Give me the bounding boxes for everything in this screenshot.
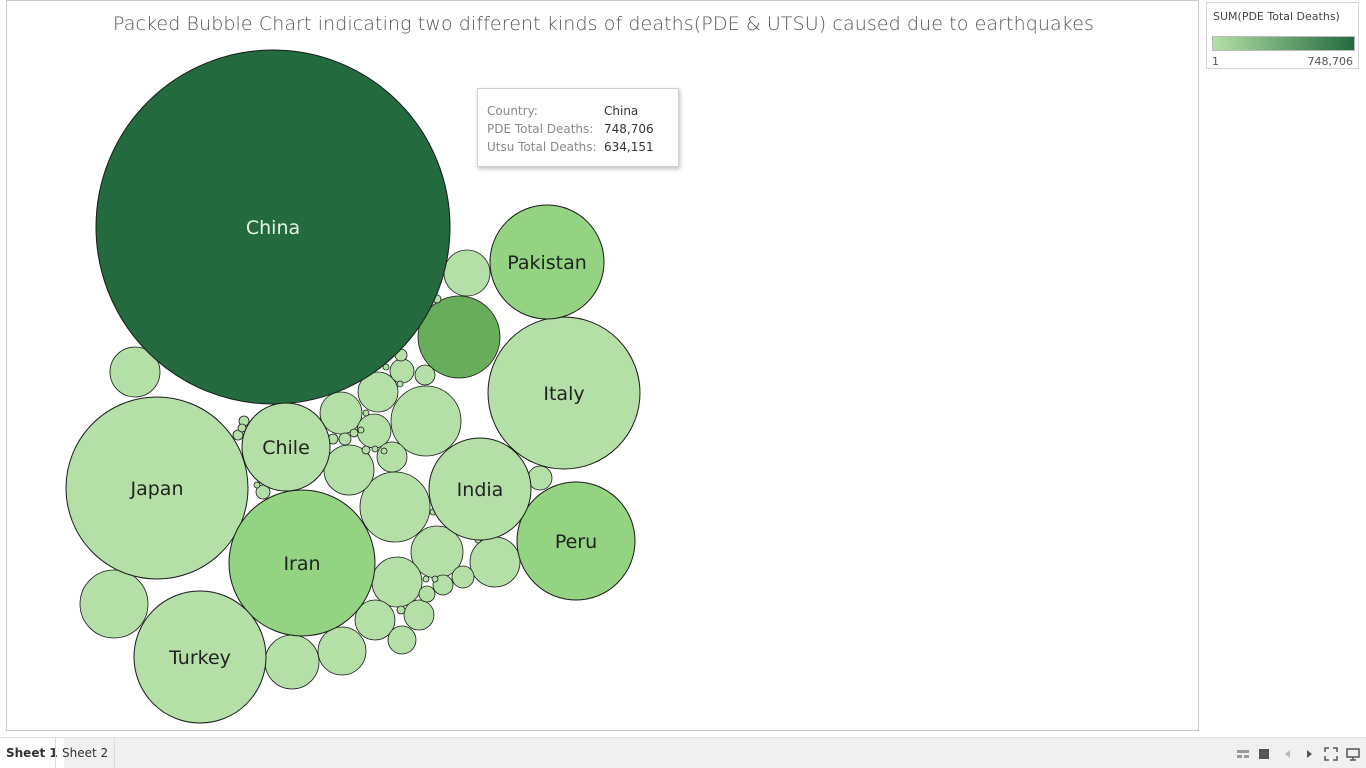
bubble-label-italy: Italy [543,383,584,405]
tooltip-value: 634,151 [604,140,654,154]
tooltip-label: Utsu Total Deaths: [487,140,597,154]
bubble[interactable] [79,569,149,639]
tooltip-label: PDE Total Deaths: [487,122,594,136]
bubble[interactable] [371,445,379,453]
legend-min-label: 1 [1212,55,1219,68]
bubble-india[interactable] [428,437,532,541]
sheet-tab-bar: Sheet 1 Sheet 2 [0,737,1366,768]
bubble[interactable] [396,605,406,615]
bubble-chart: China Japan Iran Turkey Italy Pakistan Peru Ind… [65,49,641,724]
bubble[interactable] [362,409,370,417]
color-legend[interactable]: SUM(PDE Total Deaths) 1 748,706 [1206,2,1359,69]
bubble[interactable] [418,585,436,603]
tooltip-value: 748,706 [604,122,654,136]
bubble-peru[interactable] [516,481,636,601]
bubble[interactable] [338,432,352,446]
bubble-label-iran: Iran [283,553,320,575]
tooltip: Country: China PDE Total Deaths: 748,706 U… [477,88,679,167]
bubble[interactable] [264,634,320,690]
bubble-iran[interactable] [228,489,376,637]
bubble[interactable] [349,428,359,438]
stop-icon[interactable] [1257,747,1271,761]
bubble[interactable] [319,391,363,435]
legend-title: SUM(PDE Total Deaths) [1213,10,1340,23]
tab-sheet-2[interactable]: Sheet 2 [55,738,116,768]
bubble[interactable] [417,295,501,379]
bubble[interactable] [382,363,390,371]
bubble[interactable] [371,556,423,608]
bubble-label-pakistan: Pakistan [507,252,587,274]
bubble-label-china: China [246,217,300,239]
tooltip-value: China [604,104,639,118]
legend-max-label: 748,706 [1307,55,1354,68]
bubble-label-turkey: Turkey [168,647,231,669]
bubble-pakistan[interactable] [489,204,605,320]
bubble-china[interactable] [95,49,451,405]
bubble[interactable] [354,599,396,641]
fullscreen-icon[interactable] [1324,747,1338,761]
bubble-chile[interactable] [241,402,331,492]
bubble[interactable] [357,371,399,413]
bubble[interactable] [389,358,415,384]
bubble[interactable] [431,575,439,583]
bubble-japan[interactable] [65,396,249,580]
bubble-label-peru: Peru [555,531,597,553]
bubble-label-japan: Japan [130,478,184,500]
bubble[interactable] [451,565,475,589]
bubble[interactable] [403,599,435,631]
bubble[interactable] [109,346,161,398]
bubble-label-chile: Chile [262,437,310,459]
chart-pane: Packed Bubble Chart indicating two diffe… [6,0,1199,731]
bubble[interactable] [527,465,553,491]
bubble-italy[interactable] [487,316,641,470]
bubble[interactable] [414,364,436,386]
layout-icon[interactable] [1236,747,1250,761]
bubble[interactable] [387,625,417,655]
tooltip-row: Country: China [487,102,669,120]
tab-sheet-1[interactable]: Sheet 1 [0,738,64,768]
bubble[interactable] [253,481,261,489]
present-icon[interactable] [1346,747,1360,761]
bubble[interactable] [443,249,491,297]
bubble[interactable] [361,445,371,455]
bubble[interactable] [357,426,365,434]
legend-color-ramp [1212,36,1355,51]
bubble[interactable] [390,385,462,457]
bubble[interactable] [469,536,521,588]
tooltip-row: PDE Total Deaths: 748,706 [487,120,669,138]
bubble[interactable] [380,447,388,455]
prev-icon[interactable] [1281,747,1295,761]
bubble[interactable] [396,380,404,388]
bubble[interactable] [376,441,408,473]
bubble[interactable] [317,626,367,676]
bubble[interactable] [422,575,430,583]
next-icon[interactable] [1302,747,1316,761]
chart-title: Packed Bubble Chart indicating two diffe… [113,13,1094,35]
bubble-label-india: India [457,479,504,501]
bubble-turkey[interactable] [133,590,267,724]
bubble[interactable] [232,429,244,441]
tooltip-label: Country: [487,104,538,118]
tooltip-row: Utsu Total Deaths: 634,151 [487,138,669,156]
